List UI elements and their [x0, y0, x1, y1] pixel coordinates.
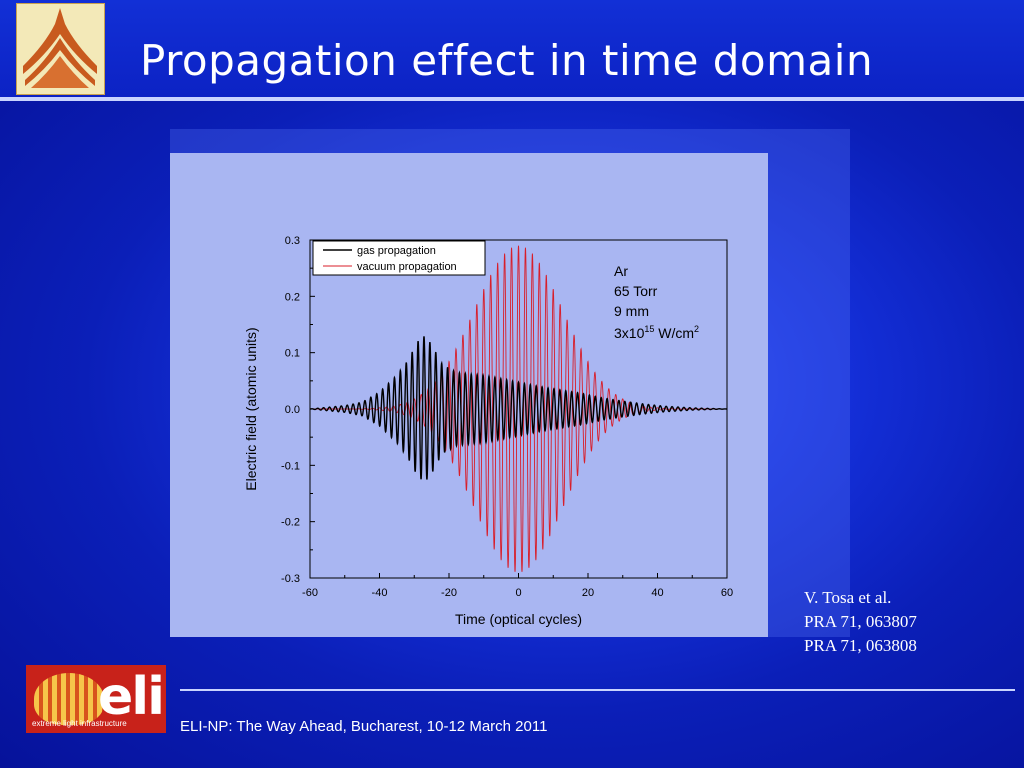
- citation-ref-1: PRA 71, 063807: [804, 612, 917, 631]
- institute-logo: [16, 3, 105, 95]
- y-tick-label: -0.3: [281, 573, 300, 585]
- eli-logo-icon: [34, 673, 104, 725]
- x-tick-label: 0: [515, 587, 521, 599]
- plot-frame: [309, 239, 728, 579]
- y-tick-label: -0.1: [281, 460, 300, 472]
- y-axis-label: Electric field (atomic units): [243, 327, 259, 490]
- x-tick-label: -60: [302, 587, 318, 599]
- citation: V. Tosa et al. PRA 71, 063807 PRA 71, 06…: [804, 586, 917, 658]
- footer-rule: [180, 689, 1015, 691]
- arch-logo-icon: [23, 8, 97, 88]
- series-vacuum-line: [310, 245, 727, 572]
- x-tick-label: 20: [582, 587, 594, 599]
- annotation-intensity: 3x1015 W/cm2: [614, 324, 699, 341]
- plot-panel: [170, 153, 768, 637]
- experiment-annotation: Ar 65 Torr 9 mm 3x1015 W/cm2: [614, 263, 699, 341]
- y-tick-label: 0.2: [285, 291, 300, 303]
- electric-field-chart: -60 -40 -20 0 20 40 60 -0.3 -0.2 -0.1 0.0 0.1 0.2 0.3…: [243, 235, 733, 627]
- eli-logo-letters: eli: [98, 667, 165, 727]
- citation-ref-2: PRA 71, 063808: [804, 636, 917, 655]
- citation-author: V. Tosa et al.: [804, 588, 892, 607]
- slide-title: Propagation effect in time domain: [140, 36, 874, 85]
- x-tick-label: -40: [372, 587, 388, 599]
- legend-label-vacuum: vacuum propagation: [357, 261, 457, 273]
- legend-box: [312, 240, 486, 276]
- x-tick-label: 60: [721, 587, 733, 599]
- x-axis-label: Time (optical cycles): [455, 611, 582, 627]
- header-band: [0, 0, 1024, 98]
- x-tick-label: -20: [441, 587, 457, 599]
- eli-logo: eli extreme light infrastructure: [26, 665, 166, 733]
- eli-logo-tagline: extreme light infrastructure: [32, 719, 127, 728]
- series-layer: [310, 245, 727, 572]
- annotation-pressure: 65 Torr: [614, 283, 658, 299]
- tick-labels: -60 -40 -20 0 20 40 60 -0.3 -0.2 -0.1 0.0 0.1 0.2 0.3: [281, 235, 733, 599]
- y-tick-label: 0.3: [285, 235, 300, 247]
- x-tick-label: 40: [651, 587, 663, 599]
- series-gas-line: [310, 336, 727, 480]
- header-rule: [0, 97, 1024, 101]
- y-tick-label: -0.2: [281, 517, 300, 529]
- legend-label-gas: gas propagation: [357, 245, 436, 257]
- annotation-gas: Ar: [614, 263, 628, 279]
- legend: gas propagation vacuum propagation: [312, 240, 486, 276]
- footer-text: ELI-NP: The Way Ahead, Bucharest, 10-12 …: [180, 718, 548, 735]
- y-tick-label: 0.1: [285, 348, 300, 360]
- y-tick-label: 0.0: [285, 404, 300, 416]
- annotation-length: 9 mm: [614, 303, 649, 319]
